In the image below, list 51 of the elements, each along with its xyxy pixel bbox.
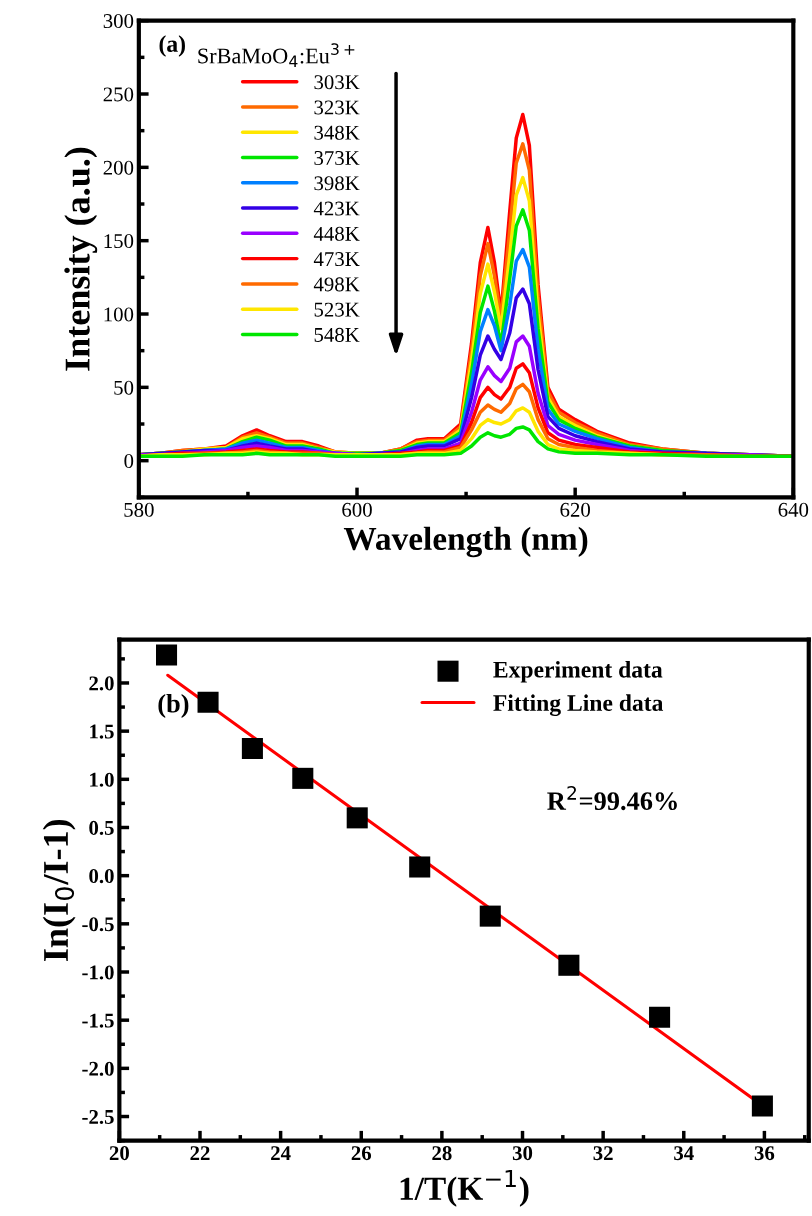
x-axis-title: 1/T(K$^{−1}$) [400,1169,529,1207]
y-axis-title: Intensity (a.u.) [64,147,98,371]
legend-label: Experiment data [493,661,663,683]
x-tick-label: 28 [432,1146,452,1161]
x-tick-label: 30 [512,1146,533,1161]
y-tick-label: 2.0 [89,676,114,691]
x-tick-label: 600 [342,502,372,517]
y-tick-label: -2.0 [82,1061,114,1076]
y-tick-label: 0 [124,454,134,469]
y-axis-title: In(I$_{0}$/I-1) [42,819,76,961]
legend-label: 548K [314,327,360,342]
legend-label: 448K [313,226,360,241]
y-tick-label: -1.5 [82,1013,114,1028]
y-tick-label: 1.5 [90,724,114,739]
y-tick-label: 250 [103,87,134,102]
y-tick-label: 150 [104,234,134,249]
y-tick-label: 0.0 [89,869,114,884]
y-tick-label: -0.5 [82,917,114,932]
legend-label: 523K [314,302,360,317]
legend-label: 303K [314,75,360,90]
x-tick-label: 24 [271,1146,291,1160]
y-tick-label: -2.5 [82,1109,114,1125]
x-tick-label: 640 [778,502,809,517]
y-tick-label: 1.0 [90,772,114,787]
x-tick-label: 22 [190,1146,210,1160]
annotation: R$^{2}$=99.46% [547,785,677,811]
x-tick-label: 26 [351,1146,372,1161]
x-tick-label: 620 [560,502,590,517]
x-tick-label: 32 [593,1146,613,1161]
legend-label: 398K [314,176,360,191]
legend-title: SrBaMoO$_{4}$:Eu$^{3+}$ [198,43,355,67]
x-tick-label: 36 [754,1146,775,1161]
y-tick-label: 0.5 [89,820,114,836]
legend-label: 473K [313,252,360,267]
legend-label: Fitting Line data [493,694,664,716]
legend-label: 423K [313,201,360,216]
y-tick-label: -1.0 [82,965,114,980]
legend-label: 498K [313,277,360,292]
y-tick-label: 200 [103,160,134,175]
legend-label: 373K [314,151,360,166]
annotation: (a) [159,35,185,57]
y-tick-label: 50 [114,380,134,395]
y-tick-label: 100 [104,307,134,322]
legend-label: 323K [314,100,360,115]
x-tick-label: 20 [109,1146,129,1161]
annotation: (b) [158,693,189,718]
legend-label: 348K [314,125,360,140]
x-tick-label: 34 [674,1146,694,1161]
x-tick-label: 580 [124,502,154,517]
y-tick-label: 300 [103,14,134,29]
x-axis-title: Wavelength (nm) [343,526,588,558]
